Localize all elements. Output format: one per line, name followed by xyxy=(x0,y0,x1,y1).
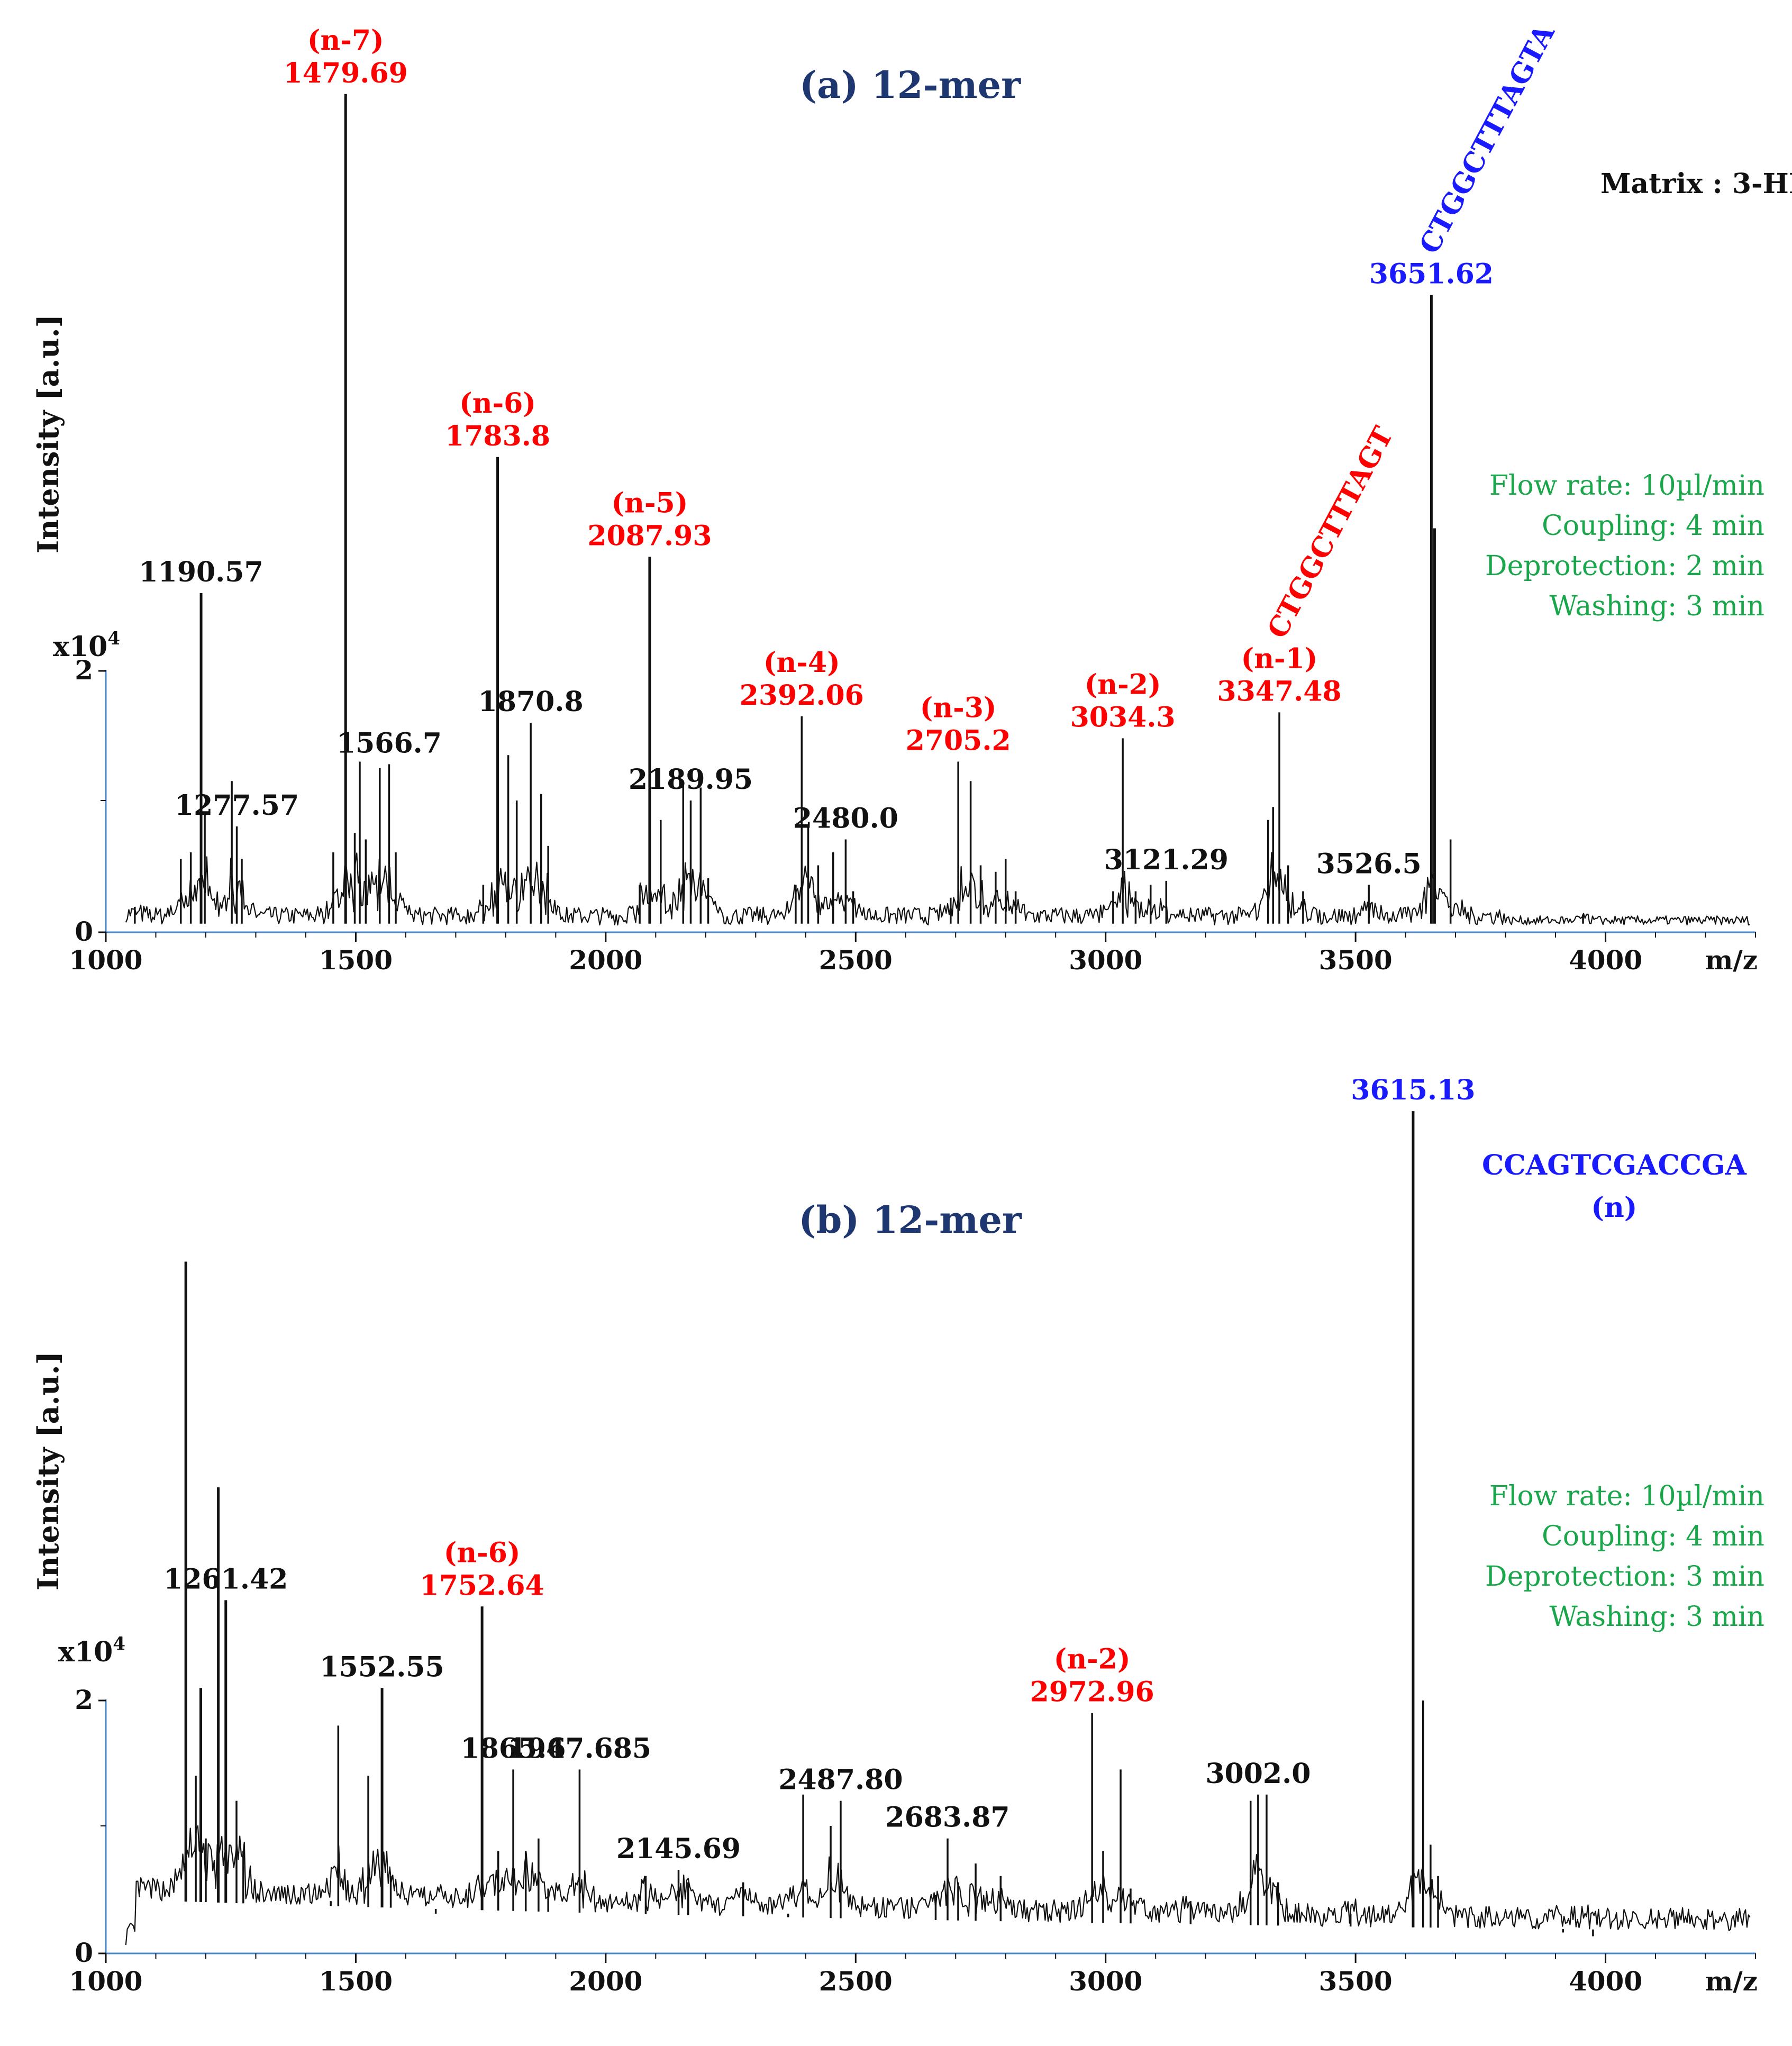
panel-a-peak-label: 3034.3 xyxy=(1070,701,1176,733)
panel-a-condition-line: Washing: 3 min xyxy=(1549,590,1764,622)
panel-b-y-scale-base: x10 xyxy=(58,1636,113,1668)
panel-a-x-tick-label: 4000 xyxy=(1569,944,1642,976)
panel-a-peak-label: 3121.29 xyxy=(1104,844,1229,876)
panel-b-x-axis-label: m/z xyxy=(1705,1966,1758,1997)
panel-a-condition-line: Deprotection: 2 min xyxy=(1485,550,1764,582)
panel-b-x-tick-label: 2000 xyxy=(569,1966,642,1997)
panel-b-peak-label: 3002.0 xyxy=(1205,1758,1311,1790)
panel-b-peak-label: 2487.80 xyxy=(778,1764,903,1796)
panel-b-x-tick-label: 3500 xyxy=(1319,1966,1393,1997)
panel-b-y-tick-label: 2 xyxy=(75,1684,93,1715)
panel-a-peak-label: 2705.2 xyxy=(906,725,1011,757)
panel-b-x-tick-label: 3000 xyxy=(1069,1966,1142,1997)
panel-a-y-scale-exponent: 4 xyxy=(107,628,120,649)
panel-b-spectrum-baseline xyxy=(125,1825,1751,1945)
panel-b-peak-label: 1865.6 xyxy=(461,1732,566,1765)
panel-b: (b) 12-mer Intensity [a.u.] x104 Flow ra… xyxy=(31,1074,1764,1997)
panel-a-condition-line: Flow rate: 10µl/min xyxy=(1489,470,1764,502)
panel-b-title: (b) 12-mer xyxy=(798,1198,1022,1242)
panel-a-matrix: Matrix : 3-HPA xyxy=(1600,168,1792,200)
panel-b-peak-label: 1947.685 xyxy=(508,1732,651,1765)
panel-b-peak-label: 2683.87 xyxy=(885,1802,1009,1834)
panel-b-condition-line: Washing: 3 min xyxy=(1549,1601,1764,1633)
panel-a-peak-label: 3347.48 xyxy=(1217,675,1341,707)
panel-a-x-tick-label: 3000 xyxy=(1069,944,1142,976)
panel-a-y-tick-label: 2 xyxy=(75,654,93,686)
panel-a: (a) 12-mer Matrix : 3-HPA Intensity [a.u… xyxy=(31,19,1792,976)
panel-b-peak-label: 1261.42 xyxy=(163,1563,288,1595)
panel-a-x-tick-label: 1000 xyxy=(69,944,142,976)
panel-a-peak-label: 3526.5 xyxy=(1316,848,1422,880)
panel-a-peak-tag: (n-5) xyxy=(612,487,688,519)
panel-b-plot: 0 2 1000 1500 2000 2500 3000 3500 4000 m/z 1261.42… xyxy=(69,1074,1758,1997)
panel-a-condition-line: Coupling: 4 min xyxy=(1542,510,1764,542)
panel-a-peak-label: 1190.57 xyxy=(139,556,263,588)
panel-a-peak-tag: (n-4) xyxy=(763,647,840,679)
panel-a-y-scale: x104 xyxy=(53,628,120,663)
panel-a-peak-label: 1479.69 xyxy=(284,57,408,89)
panel-b-peak-tag: (n-6) xyxy=(444,1536,521,1569)
panel-b-peak-label: 1552.55 xyxy=(320,1651,444,1683)
panel-a-x-tick-label: 3500 xyxy=(1319,944,1393,976)
panel-b-conditions: Flow rate: 10µl/min Coupling: 4 min Deprot… xyxy=(1485,1480,1764,1633)
panel-b-condition-line: Deprotection: 3 min xyxy=(1485,1561,1764,1593)
panel-b-peak-label: 3615.13 xyxy=(1351,1074,1475,1106)
panel-b-peak-label: 2972.96 xyxy=(1030,1676,1154,1708)
panel-b-y-tick-label: 0 xyxy=(75,1937,93,1968)
panel-b-peak-label: 2145.69 xyxy=(616,1833,741,1865)
panel-b-peak-tag: (n-2) xyxy=(1054,1643,1131,1676)
panel-a-peak-tag: (n-6) xyxy=(459,387,536,420)
panel-a-sequence-label: CTGGCTTTAGT xyxy=(1261,421,1400,643)
panel-a-y-axis-label: Intensity [a.u.] xyxy=(31,314,65,553)
panel-a-title: (a) 12-mer xyxy=(799,63,1021,107)
panel-b-x-tick-label: 1500 xyxy=(319,1966,393,1997)
panel-a-sequence-label: CTGGCTTTAGTA xyxy=(1413,19,1561,259)
panel-b-y-scale: x104 xyxy=(58,1633,125,1668)
panel-b-sequence-label: CCAGTCGACCGA xyxy=(1482,1149,1747,1181)
panel-a-peak-label: 2189.95 xyxy=(629,763,753,796)
panel-a-peak-label: 3651.62 xyxy=(1369,258,1494,290)
panel-b-x-tick-label: 2500 xyxy=(819,1966,893,1997)
panel-a-peak-tag: (n-3) xyxy=(920,692,997,724)
panel-a-peak-label: 2087.93 xyxy=(587,520,712,552)
panel-b-peak-label: 1752.64 xyxy=(420,1569,544,1602)
panel-b-y-scale-exponent: 4 xyxy=(113,1633,125,1654)
panel-a-peak-label: 1277.57 xyxy=(175,789,299,822)
panel-b-peak-tag: (n) xyxy=(1591,1192,1637,1224)
panel-a-conditions: Flow rate: 10µl/min Coupling: 4 min Deprot… xyxy=(1485,470,1764,622)
panel-a-x-axis-label: m/z xyxy=(1705,944,1758,976)
panel-a-x-tick-label: 2500 xyxy=(819,944,893,976)
panel-a-peak-label: 2392.06 xyxy=(740,679,864,712)
panel-a-x-tick-label: 1500 xyxy=(319,944,393,976)
panel-a-peak-label: 1566.7 xyxy=(336,727,442,759)
panel-a-peak-tag: (n-7) xyxy=(307,24,384,57)
panel-a-peak-tag: (n-1) xyxy=(1241,642,1318,675)
panel-b-condition-line: Flow rate: 10µl/min xyxy=(1489,1480,1764,1512)
panel-a-y-tick-label: 0 xyxy=(75,916,93,947)
panel-a-peak-label: 1870.8 xyxy=(478,686,584,718)
panel-a-peak-label: 1783.8 xyxy=(445,420,550,452)
panel-b-x-tick-label: 4000 xyxy=(1569,1966,1642,1997)
panel-b-y-axis-label: Intensity [a.u.] xyxy=(31,1351,65,1590)
panel-b-x-tick-label: 1000 xyxy=(69,1966,142,1997)
panel-a-peak-tag: (n-2) xyxy=(1085,668,1161,701)
panel-b-condition-line: Coupling: 4 min xyxy=(1542,1521,1764,1552)
panel-a-y-scale-base: x10 xyxy=(53,631,107,663)
panel-a-spectrum-baseline xyxy=(125,852,1750,926)
panel-a-peak-label: 2480.0 xyxy=(793,803,898,835)
panel-a-x-tick-label: 2000 xyxy=(569,944,642,976)
